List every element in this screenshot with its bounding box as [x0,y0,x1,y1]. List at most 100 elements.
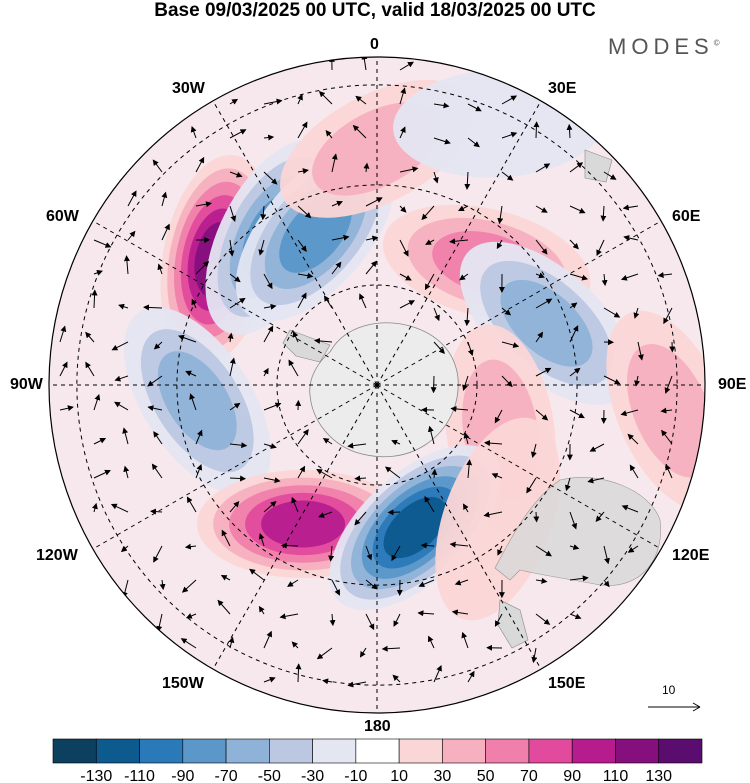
anomaly-contour [500,279,593,367]
wind-arrow [569,511,578,530]
wind-arrow [433,341,445,355]
wind-arrow [263,443,277,449]
wind-arrow [620,409,639,417]
wind-arrow [111,341,129,351]
wind-arrow [258,533,265,547]
wind-arrow [228,636,235,649]
wind-arrow [461,631,469,649]
wind-arrow [451,609,469,616]
wind-arrow [147,375,163,387]
wind-arrow [228,239,235,257]
meridian-line [212,100,378,386]
wind-arrow [535,272,545,279]
wind-arrow [424,273,435,291]
brand-text: MODES [608,34,714,59]
wind-arrow [297,121,308,139]
wind-arrow [263,676,276,683]
wind-arrow [533,511,540,523]
wind-arrow [663,307,673,325]
wind-arrow [347,681,367,688]
wind-arrow [221,529,231,547]
wind-arrow [181,579,197,593]
lon-label-90w: 90W [10,376,43,393]
wind-arrow [217,599,231,615]
wind-arrow [595,511,605,522]
graticule [49,57,705,713]
wind-arrow [195,201,212,208]
wind-arrow [665,463,673,479]
wind-arrow [143,304,163,311]
wind-arrow [462,375,469,391]
lon-label-150e: 150E [548,675,586,692]
wind-arrow [569,575,589,582]
wind-arrow [153,545,163,563]
wind-arrow [227,332,234,343]
wind-arrow [501,307,512,316]
lon-label-120w: 120W [36,547,78,564]
wind-arrow [418,579,435,588]
lon-label-60e: 60E [672,208,701,225]
wind-arrow [263,477,281,484]
wind-arrow [533,121,540,139]
wind-arrow [291,641,299,649]
wind-arrow [620,273,639,281]
wind-arrow [530,443,537,458]
wind-arrow [331,153,338,173]
wind-arrow [660,407,673,414]
wind-arrow [352,124,367,139]
wind-arrow [91,289,98,309]
wind-arrow [291,496,299,513]
wind-arrow [318,90,333,105]
wind-arrow [458,205,469,212]
wind-arrow [501,341,520,348]
wind-arrow [399,239,409,257]
wind-arrow [263,402,282,411]
lon-label-90e: 90E [718,376,747,393]
reference-vector-label: 10 [662,683,676,697]
wind-arrow [123,255,130,275]
wind-arrow [263,303,277,310]
land-masses [282,149,661,649]
wind-arrow [93,394,101,411]
wind-arrow [449,541,469,548]
wind-arrow [123,465,130,479]
latitude-circle [276,284,478,486]
wind-arrow [587,477,605,484]
lon-label-180: 180 [364,718,391,735]
wind-arrow [280,542,299,549]
wind-arrow [535,367,552,377]
wind-arrow [118,303,129,310]
wind-arrow [467,670,475,683]
wind-arrow [494,613,503,627]
wind-arrow [184,543,197,550]
wind-arrow [657,272,673,278]
meridian-line [376,384,662,550]
wind-arrow [127,230,136,241]
wind-arrow [195,260,210,275]
wind-arrow [569,325,579,343]
wind-arrow [229,297,246,309]
wind-arrow [151,463,163,479]
wind-arrow [180,638,197,649]
wind-arrow [387,509,401,516]
wind-arrow [159,579,166,591]
wind-arrow [623,235,639,241]
reference-vector [648,702,701,712]
wind-arrow [229,501,240,513]
wind-arrow [535,409,549,421]
wind-arrow [152,159,163,173]
wind-arrow [195,463,203,479]
wind-arrow [399,126,406,139]
wind-arrow [596,239,605,257]
wind-arrow [328,545,335,562]
wind-arrow [314,337,333,344]
wind-arrow [603,375,621,385]
map-border [48,56,706,714]
latitude-circle [76,84,678,686]
wind-arrow [323,295,333,309]
wind-arrow [114,375,129,382]
wind-arrow [297,465,306,479]
wind-arrow [229,171,243,178]
wind-arrow [637,341,644,361]
wind-arrow [161,223,170,241]
